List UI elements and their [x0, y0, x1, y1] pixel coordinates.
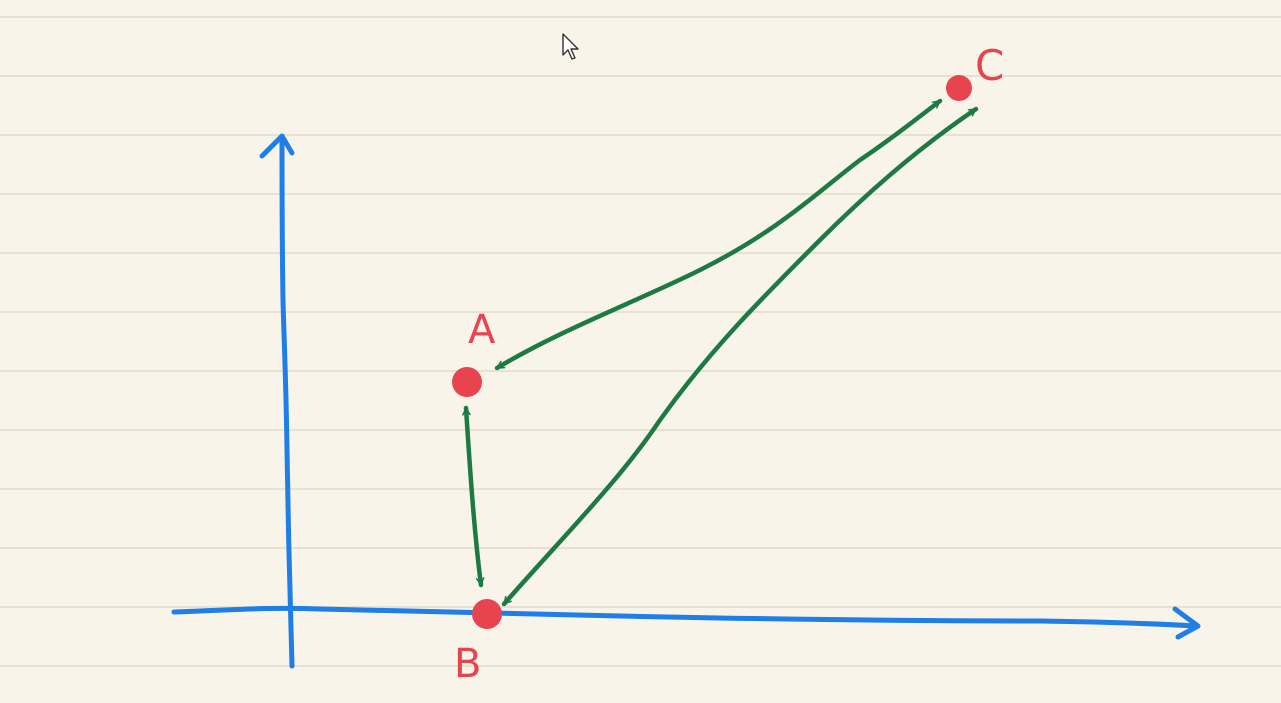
- mouse-pointer-icon: [562, 33, 579, 60]
- point-labels: A B C: [454, 41, 1004, 687]
- point-c-dot: [946, 75, 972, 101]
- connection-arrows: [462, 98, 979, 607]
- y-axis-arrowhead: [259, 133, 295, 159]
- arrow-a-b: [462, 405, 485, 588]
- point-b-label: B: [454, 641, 481, 687]
- point-a-dot: [452, 367, 482, 397]
- x-axis: [171, 605, 1199, 629]
- y-axis: [279, 134, 295, 669]
- arrow-b-c: [501, 106, 979, 607]
- point-a-label: A: [468, 307, 496, 353]
- coordinate-axes: [171, 133, 1201, 669]
- points: [452, 75, 972, 629]
- point-c-label: C: [975, 41, 1004, 90]
- point-b-dot: [472, 599, 502, 629]
- x-axis-arrowhead: [1172, 606, 1201, 640]
